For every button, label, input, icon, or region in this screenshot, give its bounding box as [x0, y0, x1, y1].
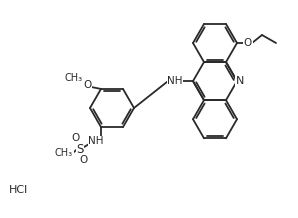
Text: HCl: HCl: [8, 185, 28, 195]
Text: O: O: [244, 38, 252, 48]
Text: N: N: [236, 76, 244, 86]
Text: S: S: [76, 143, 84, 156]
Text: CH₃: CH₃: [65, 73, 83, 83]
Text: NH: NH: [88, 136, 104, 146]
Text: O: O: [72, 133, 80, 143]
Text: CH₃: CH₃: [55, 148, 73, 158]
Text: O: O: [83, 80, 91, 90]
Text: O: O: [80, 155, 88, 165]
Text: NH: NH: [167, 76, 183, 86]
